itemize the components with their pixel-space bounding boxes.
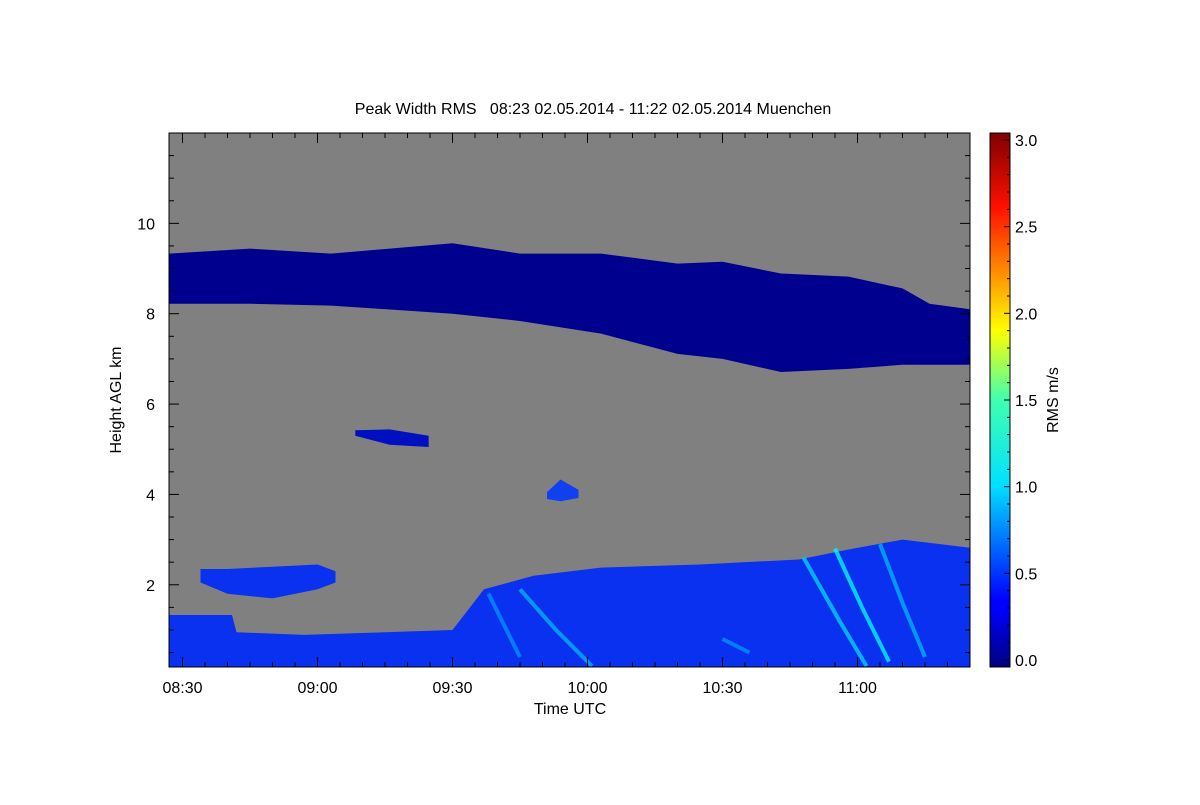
data-regions	[169, 243, 970, 667]
cloud-patch-5km	[355, 429, 429, 447]
y-tick-label: 4	[146, 487, 155, 504]
upper-cloud-layer	[169, 243, 970, 372]
x-tick-label: 10:00	[567, 680, 607, 697]
x-tick-label: 08:30	[162, 680, 202, 697]
y-axis-label: Height AGL km	[108, 346, 125, 453]
colorbar-tick-label: 1.0	[1015, 480, 1037, 497]
x-axis: 08:30 09:00 09:30 10:00 10:30 11:00	[162, 133, 971, 697]
colorbar-tick-label: 0.5	[1015, 566, 1037, 583]
colorbar-tick-label: 2.5	[1015, 220, 1037, 237]
y-tick-label: 6	[146, 397, 155, 414]
turbulence-streak-2	[801, 556, 869, 667]
x-tick-label: 10:30	[702, 680, 742, 697]
turbulence-streak-4	[878, 543, 927, 658]
turbulence-streak-0	[518, 587, 594, 667]
x-axis-label: Time UTC	[534, 701, 606, 718]
colorbar-axis: 0.0 0.5 1.0 1.5 2.0 2.5 3.0	[1004, 133, 1037, 670]
colorbar-tick-label: 0.0	[1015, 653, 1037, 670]
turbulence-streak-5	[721, 637, 751, 655]
colorbar-tick-label: 2.0	[1015, 306, 1037, 323]
x-tick-label: 09:30	[432, 680, 472, 697]
y-tick-label: 10	[137, 216, 155, 233]
plot-frame	[168, 132, 971, 668]
y-axis: 2 4 6 8 10	[137, 132, 970, 654]
y-tick-label: 2	[146, 578, 155, 595]
y-tick-label: 8	[146, 307, 155, 324]
colorbar-label: RMS m/s	[1045, 367, 1062, 433]
colorbar-tick-label: 1.5	[1015, 393, 1037, 410]
turbulence-streak-1	[486, 592, 522, 658]
turbulence-streak-3	[833, 547, 891, 663]
chart-title: Peak Width RMS 08:23 02.05.2014 - 11:22 …	[355, 101, 831, 118]
cloud-patch-4km	[547, 479, 579, 502]
x-tick-label: 11:00	[838, 680, 877, 697]
aerosol-patch-2km	[200, 564, 336, 599]
boundary-layer	[169, 539, 970, 667]
x-tick-label: 09:00	[297, 680, 337, 697]
colorbar-tick-label: 3.0	[1015, 133, 1037, 150]
